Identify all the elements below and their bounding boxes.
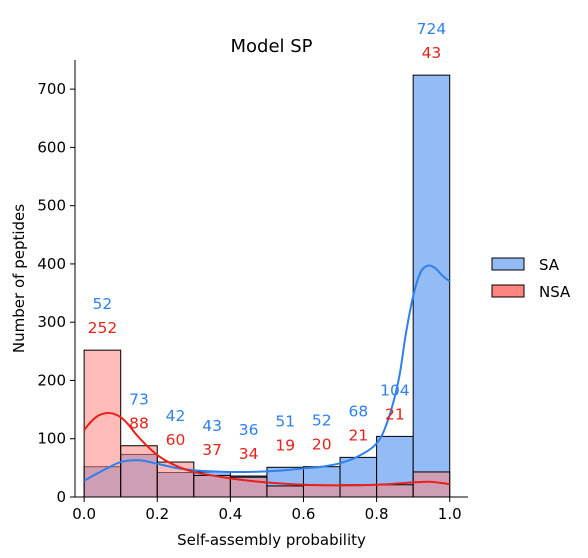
x-tick-label-2: 0.4	[218, 505, 242, 523]
legend-label-sa: SA	[539, 256, 560, 274]
bar-nsa-8	[376, 484, 414, 498]
plot-area	[83, 74, 451, 498]
kde-line-nsa	[83, 411, 450, 487]
bar-nsa-3	[193, 474, 231, 498]
legend-swatch-sa	[491, 257, 525, 271]
y-tick-label-2: 200	[37, 371, 66, 389]
count-label-nsa-7: 21	[348, 426, 368, 444]
axes: 0.0 0.2 0.4 0.6 0.8 1.0 0 100 200 300 400 500 600 700	[37, 60, 468, 523]
x-tick-label-5: 1.0	[438, 505, 462, 523]
count-label-nsa-0: 252	[88, 319, 118, 337]
x-tick-label-0: 0.0	[72, 505, 96, 523]
y-tick-label-1: 100	[37, 430, 66, 448]
kde-line-sa	[83, 264, 451, 482]
y-tick-label-3: 300	[37, 313, 66, 331]
y-tick-label-0: 0	[56, 488, 66, 506]
count-label-sa-1: 73	[129, 391, 149, 409]
bar-nsa-5	[266, 485, 304, 498]
count-labels: 52 252 73 88 42 60 43 37 36 34 51 19 52 20 68 21 104 21 72…	[88, 20, 447, 463]
count-label-nsa-5: 19	[275, 436, 295, 454]
y-tick-label-7: 700	[37, 80, 66, 98]
legend-label-nsa: NSA	[539, 283, 571, 301]
count-label-sa-8: 104	[380, 381, 410, 399]
y-axis-title: Number of peptides	[10, 204, 28, 353]
count-label-nsa-1: 88	[129, 415, 149, 433]
legend-swatch-nsa	[491, 284, 525, 298]
x-tick-label-3: 0.6	[292, 505, 316, 523]
count-label-sa-0: 52	[93, 295, 113, 313]
y-tick-label-5: 500	[37, 197, 66, 215]
y-tick-label-6: 600	[37, 138, 66, 156]
x-tick-label-1: 0.2	[145, 505, 169, 523]
count-label-nsa-9: 43	[422, 44, 442, 62]
bar-nsa-7	[339, 484, 378, 498]
count-label-nsa-4: 34	[239, 445, 259, 463]
count-label-nsa-2: 60	[166, 431, 186, 449]
bar-nsa-9	[412, 471, 451, 498]
x-tick-label-4: 0.8	[365, 505, 389, 523]
count-label-sa-4: 36	[239, 421, 259, 439]
chart-title: Model SP	[230, 36, 312, 57]
count-label-nsa-6: 20	[312, 436, 332, 454]
y-tick-label-4: 400	[37, 255, 66, 273]
bar-nsa-1	[120, 445, 158, 498]
legend: SA NSA	[491, 256, 571, 301]
count-label-nsa-8: 21	[385, 405, 405, 423]
count-label-sa-7: 68	[348, 402, 368, 420]
bar-sa-9	[412, 74, 451, 498]
count-label-sa-5: 51	[275, 412, 295, 430]
x-axis-title: Self-assembly probability	[177, 531, 366, 549]
bar-nsa-6	[302, 484, 341, 498]
count-label-sa-9: 724	[417, 20, 447, 38]
count-label-sa-3: 43	[202, 417, 222, 435]
count-label-sa-6: 52	[312, 412, 332, 430]
count-label-sa-2: 42	[166, 407, 186, 425]
count-label-nsa-3: 37	[202, 441, 222, 459]
